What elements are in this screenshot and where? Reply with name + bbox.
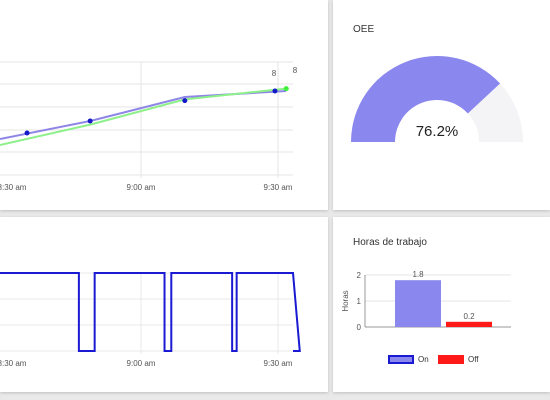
hours-title: Horas de trabajo (353, 237, 427, 248)
oee-title: OEE (353, 24, 375, 35)
production-line-chart: 8:30 am 9:00 am 9:30 am 8 8 (0, 61, 298, 192)
legend-off[interactable]: Off (438, 355, 479, 364)
bar-on (395, 280, 441, 327)
line-chart-points (24, 86, 289, 136)
bars: 1.8 0.2 (395, 270, 492, 327)
oee-gauge: 76.2% (351, 55, 523, 142)
series-line (0, 87, 287, 146)
oee-card: OEE 76.2% (333, 0, 550, 210)
y-tick-label: 2 (357, 271, 362, 280)
data-point (272, 88, 278, 94)
legend-swatch-on (388, 355, 414, 364)
data-point (283, 86, 289, 92)
working-hours-chart: 0 1 2 Horas 1.8 0.2 (341, 270, 511, 332)
machine-state-chart: 8:30 am 9:00 am 9:30 am (0, 272, 301, 368)
legend-swatch-off (438, 355, 464, 364)
series-line (0, 90, 287, 140)
data-point-label: 8 (293, 66, 298, 75)
x-tick-label: 9:30 am (264, 183, 293, 192)
data-point (24, 130, 30, 136)
legend-on[interactable]: On (388, 355, 429, 364)
line-chart-grid (0, 61, 293, 178)
x-tick-label: 9:00 am (127, 183, 156, 192)
data-point-label: 8 (272, 69, 277, 78)
state-line (0, 272, 301, 352)
bar-value-label: 0.2 (463, 312, 475, 321)
x-tick-label: 9:00 am (127, 359, 156, 368)
machine-state-card: 8:30 am 9:00 am 9:30 am (0, 217, 328, 392)
line-chart-series (0, 87, 287, 146)
x-tick-label: 9:30 am (264, 359, 293, 368)
oee-value: 76.2% (416, 123, 459, 140)
working-hours-card: Horas de trabajo 0 1 2 Horas 1.8 0.2 On O… (333, 217, 550, 392)
y-tick-label: 0 (357, 323, 362, 332)
production-line-card: 8:30 am 9:00 am 9:30 am 8 8 (0, 0, 328, 210)
bar-value-label: 1.8 (412, 270, 424, 279)
x-tick-label: 8:30 am (0, 183, 27, 192)
bar-off (446, 321, 492, 327)
x-tick-label: 8:30 am (0, 359, 27, 368)
y-axis-label: Horas (341, 290, 350, 311)
gauge-track (467, 83, 523, 142)
data-point (87, 118, 93, 124)
data-point (182, 98, 188, 104)
legend-label: Off (468, 355, 479, 364)
legend-label: On (418, 355, 429, 364)
gauge-fill (351, 55, 501, 142)
y-tick-label: 1 (357, 297, 362, 306)
state-chart-grid (0, 272, 293, 354)
